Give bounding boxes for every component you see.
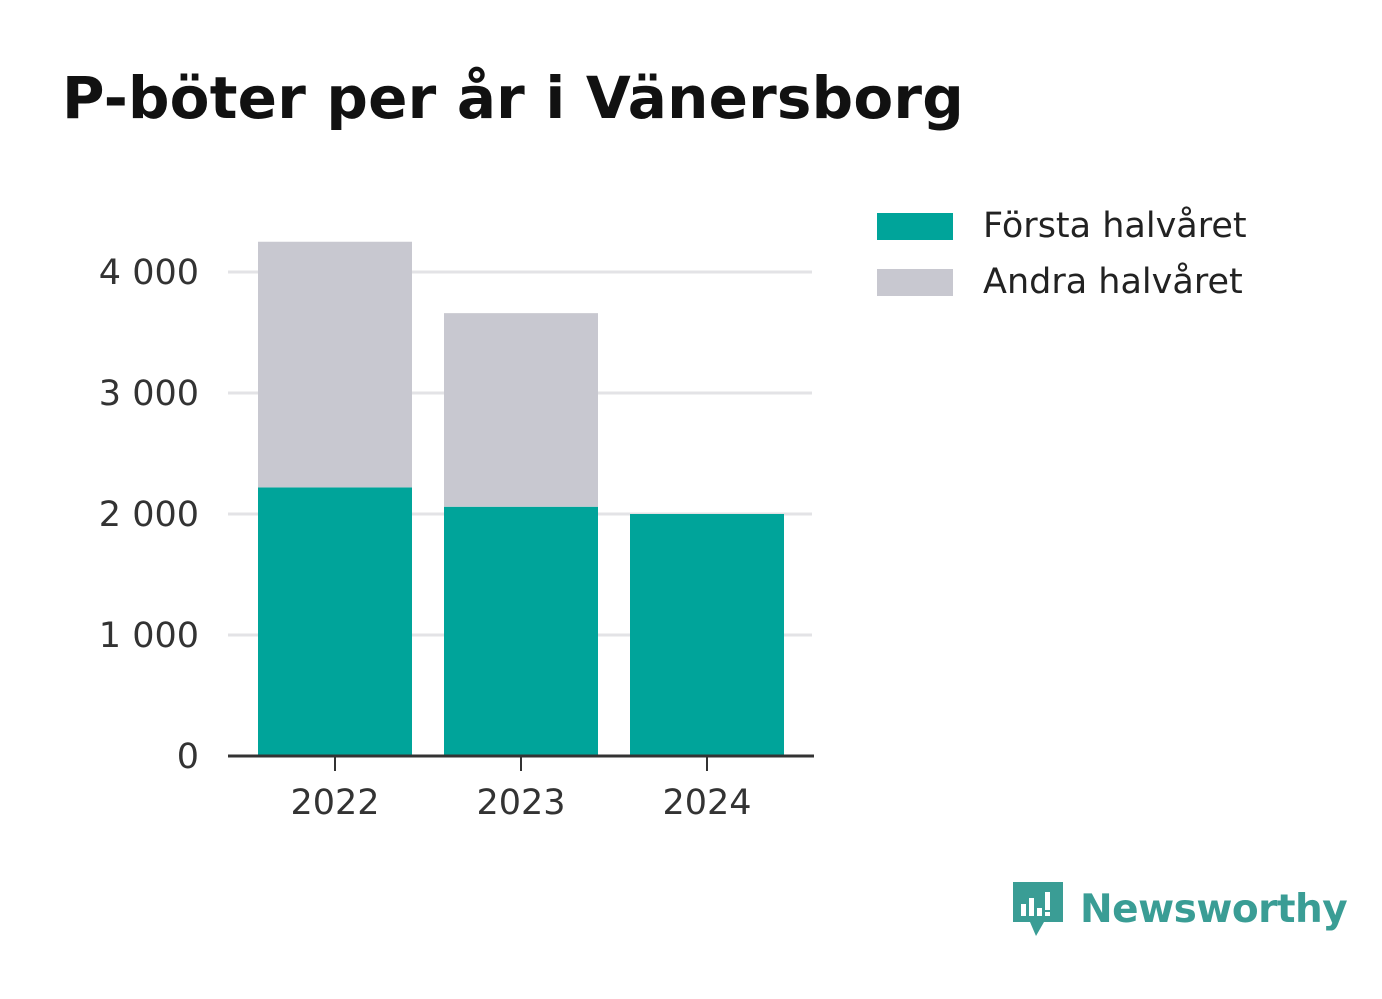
legend: Första halvåret Andra halvåret <box>877 198 1247 310</box>
bar-segment-2023-first-half <box>444 506 598 756</box>
newsworthy-brand: Newsworthy <box>1010 878 1348 940</box>
chart-title: P-böter per år i Vänersborg <box>62 64 964 132</box>
y-tick-label: 3 000 <box>99 374 199 414</box>
bar-segment-2023-second-half <box>444 313 598 507</box>
brand-name: Newsworthy <box>1080 886 1348 932</box>
x-tick-label: 2022 <box>290 783 379 823</box>
bars <box>258 241 784 756</box>
y-tick-label: 4 000 <box>99 253 199 293</box>
y-tick-label: 2 000 <box>99 495 199 535</box>
x-tick-label: 2023 <box>476 783 565 823</box>
bar-segment-2022-first-half <box>258 487 412 756</box>
legend-swatch-second-half <box>877 268 953 296</box>
legend-item-second-half: Andra halvåret <box>877 254 1247 310</box>
axes: 0 1 000 2 000 3 000 4 000 2022 2023 2024 <box>99 253 814 823</box>
legend-item-first-half: Första halvåret <box>877 198 1247 254</box>
bar-segment-2022-second-half <box>258 241 412 488</box>
y-tick-label: 0 <box>177 737 199 777</box>
x-tick-label: 2024 <box>662 783 751 823</box>
y-tick-label: 1 000 <box>99 616 199 656</box>
legend-label-first-half: Första halvåret <box>983 206 1247 246</box>
bar-segment-2024-first-half <box>630 514 784 756</box>
legend-label-second-half: Andra halvåret <box>983 262 1243 302</box>
newsworthy-logo-icon <box>1013 882 1063 936</box>
legend-swatch-first-half <box>877 212 953 240</box>
